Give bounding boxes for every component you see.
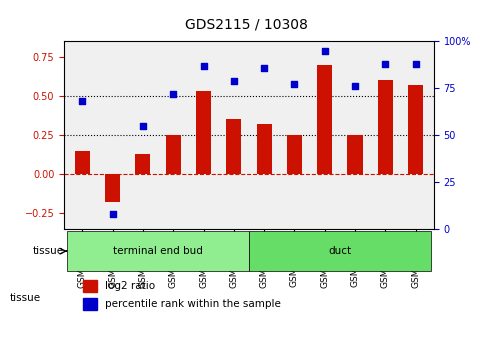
- Point: [78, 99, 86, 104]
- Text: tissue: tissue: [10, 294, 41, 303]
- Bar: [317, 65, 332, 174]
- Point: [290, 82, 298, 87]
- Text: percentile rank within the sample: percentile rank within the sample: [105, 299, 281, 308]
- Bar: [166, 135, 181, 174]
- Text: GDS2115 / 10308: GDS2115 / 10308: [185, 17, 308, 31]
- Point: [230, 78, 238, 83]
- Text: log2 ratio: log2 ratio: [105, 280, 155, 290]
- Point: [200, 63, 208, 69]
- Point: [260, 65, 268, 70]
- Bar: [135, 154, 150, 174]
- Bar: [83, 280, 97, 292]
- Bar: [256, 124, 272, 174]
- Text: tissue: tissue: [33, 246, 64, 256]
- Point: [412, 61, 420, 67]
- Bar: [348, 135, 363, 174]
- Point: [139, 123, 147, 128]
- Bar: [75, 151, 90, 174]
- Bar: [378, 80, 393, 174]
- Bar: [196, 91, 211, 174]
- Point: [108, 211, 116, 216]
- Point: [169, 91, 177, 97]
- Text: duct: duct: [328, 246, 352, 256]
- FancyBboxPatch shape: [249, 231, 431, 272]
- Point: [351, 83, 359, 89]
- Point: [321, 48, 329, 53]
- FancyBboxPatch shape: [67, 231, 249, 272]
- Bar: [105, 174, 120, 202]
- Text: terminal end bud: terminal end bud: [113, 246, 203, 256]
- Point: [382, 61, 389, 67]
- Bar: [83, 298, 97, 309]
- Bar: [287, 135, 302, 174]
- Bar: [226, 119, 242, 174]
- Bar: [408, 85, 423, 174]
